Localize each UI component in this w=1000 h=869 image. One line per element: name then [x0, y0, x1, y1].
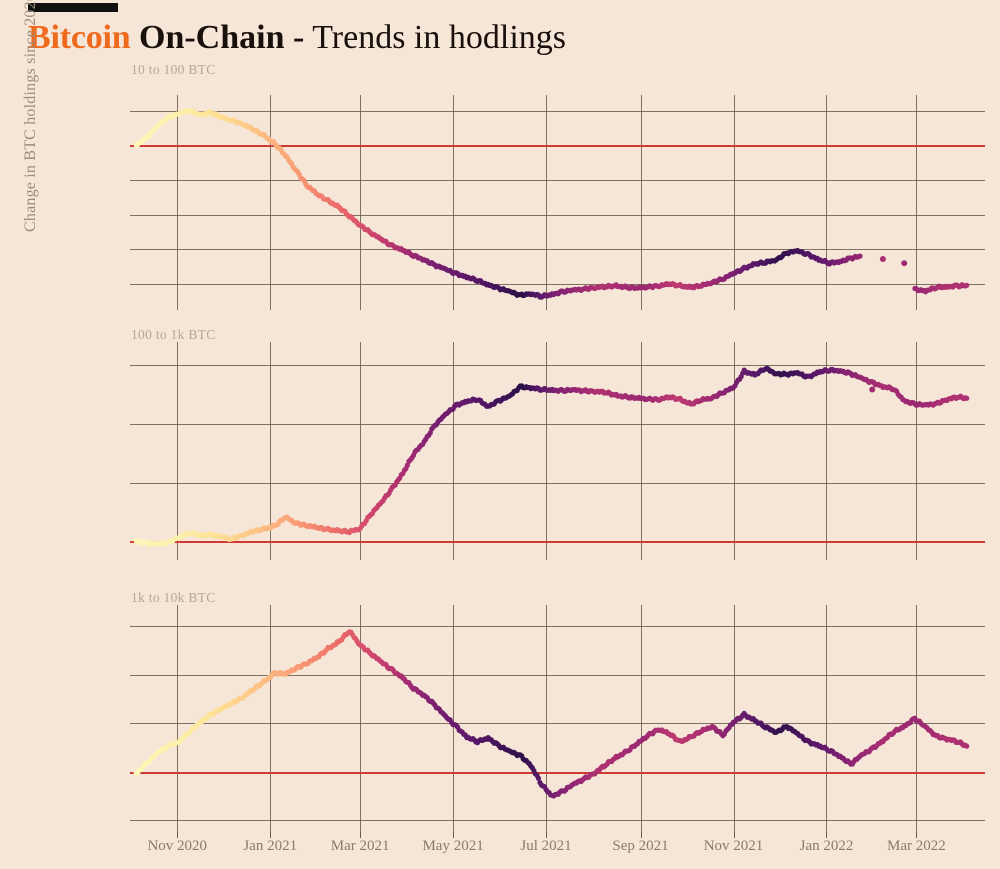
gridline-vertical — [546, 95, 548, 310]
title-bold: On-Chain — [139, 19, 285, 56]
scatter-series — [133, 365, 970, 547]
gridline-vertical — [640, 342, 642, 560]
gridline-vertical — [826, 605, 828, 832]
x-axis-tick-label: Jan 2022 — [799, 838, 854, 854]
x-axis-tick-mark — [826, 832, 828, 838]
gridline-vertical — [826, 95, 828, 310]
gridline-vertical — [177, 342, 179, 560]
x-axis-tick-mark — [270, 832, 272, 838]
gridline-horizontal — [130, 283, 985, 285]
x-axis-tick-mark — [546, 832, 548, 838]
gridline-vertical — [733, 342, 735, 560]
panel-label-1k-to-10k: 1k to 10k BTC — [131, 590, 216, 605]
gridline-vertical — [270, 342, 272, 560]
gridline-vertical — [733, 95, 735, 310]
gridline-vertical — [177, 605, 179, 832]
x-axis-tick-label: Jan 2021 — [243, 838, 298, 854]
gridline-horizontal — [130, 214, 985, 216]
page-title: Bitcoin On-Chain - Trends in hodlings — [28, 18, 566, 58]
gridline-vertical — [733, 605, 735, 832]
gridline-horizontal — [130, 820, 985, 822]
x-axis-tick-label: Jul 2021 — [520, 838, 572, 854]
x-axis-tick-mark — [733, 832, 735, 838]
gridline-horizontal — [130, 110, 985, 112]
plot-panel-10-to-100: 1.00%0.00%-1.00%-2.00%-3.00%-4.00% — [130, 95, 985, 310]
gridline-vertical — [640, 605, 642, 832]
title-rest: Trends in hodlings — [312, 19, 567, 56]
scatter-series — [133, 107, 970, 300]
gridline-vertical — [360, 605, 362, 832]
gridline-horizontal — [130, 424, 985, 426]
panel-label-10-to-100: 10 to 100 BTC — [131, 62, 216, 77]
gridline-horizontal — [130, 674, 985, 676]
gridline-vertical — [916, 95, 918, 310]
header-rule — [28, 3, 118, 12]
gridline-vertical — [916, 342, 918, 560]
gridline-vertical — [546, 605, 548, 832]
gridline-vertical — [270, 95, 272, 310]
zero-reference-line — [130, 541, 985, 544]
plot-panel-100-to-1k: 15.0%10.0%5.0%0.0% — [130, 342, 985, 560]
x-axis-tick-label: Mar 2021 — [330, 838, 390, 854]
gridline-vertical — [270, 605, 272, 832]
zero-reference-line — [130, 771, 985, 774]
gridline-horizontal — [130, 626, 985, 628]
x-axis-tick-mark — [453, 832, 455, 838]
gridline-horizontal — [130, 723, 985, 725]
gridline-vertical — [453, 95, 455, 310]
x-axis-tick-mark — [177, 832, 179, 838]
gridline-vertical — [177, 95, 179, 310]
x-axis-tick-label: Nov 2021 — [703, 838, 764, 854]
title-brand: Bitcoin — [28, 19, 131, 56]
gridline-horizontal — [130, 482, 985, 484]
x-axis-tick-mark — [640, 832, 642, 838]
outlier-point — [869, 386, 876, 393]
x-axis-tick-mark — [360, 832, 362, 838]
gridline-vertical — [360, 342, 362, 560]
gridline-vertical — [640, 95, 642, 310]
x-axis-tick-label: Nov 2020 — [147, 838, 208, 854]
gridline-vertical — [453, 342, 455, 560]
gridline-vertical — [826, 342, 828, 560]
x-axis-tick-label: Mar 2022 — [887, 838, 946, 854]
gridline-vertical — [360, 95, 362, 310]
zero-reference-line — [130, 145, 985, 148]
outlier-point — [901, 260, 908, 267]
outlier-point — [879, 256, 886, 263]
gridline-vertical — [546, 342, 548, 560]
gridline-horizontal — [130, 249, 985, 251]
scatter-series — [133, 629, 970, 799]
plot-panel-1k-to-10k: 7.5%5.0%2.5%0.0%-2.5% — [130, 605, 985, 832]
y-axis-label: Change in BTC holdings since 2020-10-01 — [22, 0, 39, 232]
title-dash: - — [293, 19, 305, 56]
gridline-horizontal — [130, 365, 985, 367]
panel-label-100-to-1k: 100 to 1k BTC — [131, 327, 216, 342]
x-axis-tick-label: May 2021 — [422, 838, 484, 854]
x-axis-tick-mark — [916, 832, 918, 838]
gridline-horizontal — [130, 179, 985, 181]
x-axis-tick-label: Sep 2021 — [612, 838, 669, 854]
gridline-vertical — [453, 605, 455, 832]
